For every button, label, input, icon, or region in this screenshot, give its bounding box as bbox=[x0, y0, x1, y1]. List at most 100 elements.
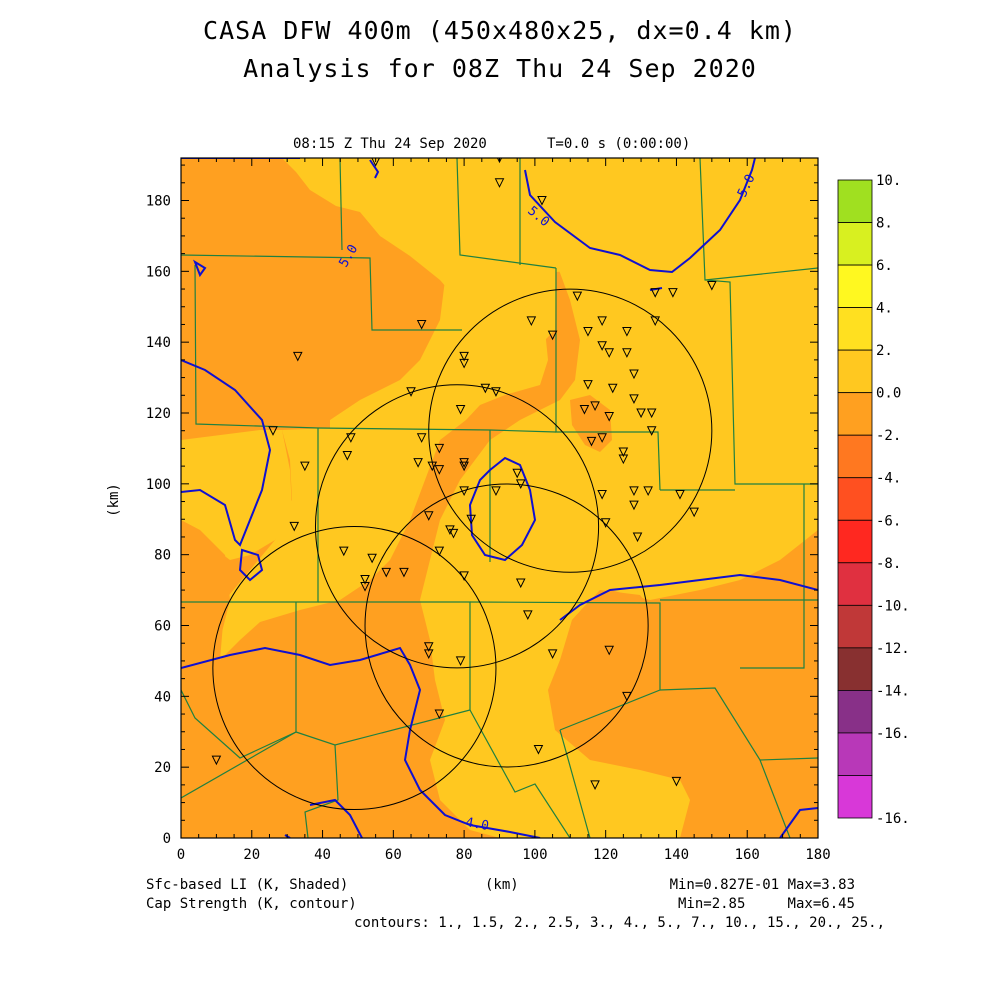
colorbar-swatch bbox=[837, 179, 873, 223]
station-marker bbox=[342, 451, 353, 461]
station-marker bbox=[607, 383, 618, 394]
station-marker bbox=[491, 486, 501, 497]
county-line-7 bbox=[704, 267, 818, 281]
station-marker bbox=[455, 656, 466, 667]
x-tick-label: 180 bbox=[805, 847, 830, 863]
station-marker bbox=[583, 380, 593, 390]
station-marker bbox=[434, 546, 445, 557]
station-marker bbox=[466, 514, 476, 525]
x-tick-label: 60 bbox=[385, 847, 402, 863]
station-marker bbox=[416, 433, 427, 443]
station-marker bbox=[381, 567, 392, 578]
contour-4-south bbox=[181, 646, 541, 838]
county-line-21 bbox=[559, 729, 591, 838]
contour-5-small-loop bbox=[238, 548, 264, 582]
colorbar-swatch bbox=[837, 732, 873, 776]
colorbar-swatch bbox=[837, 775, 873, 819]
x-tick-label: 140 bbox=[664, 847, 689, 863]
y-tick-label: 0 bbox=[163, 831, 171, 847]
shaded-region-central bbox=[220, 158, 548, 660]
station-marker bbox=[600, 518, 611, 528]
shaded-patch-1 bbox=[570, 395, 612, 452]
y-tick-label: 160 bbox=[146, 264, 171, 280]
contour-levels: contours: 1., 1.5, 2., 2.5, 3., 4., 5., … bbox=[354, 915, 886, 931]
colorbar-label: -14. bbox=[876, 683, 910, 699]
colorbar-swatch bbox=[837, 264, 873, 309]
station-marker bbox=[434, 443, 445, 454]
county-line-19 bbox=[740, 484, 805, 669]
elapsed-time-label: T=0.0 s (0:00:00) bbox=[547, 136, 691, 152]
station-marker bbox=[586, 436, 597, 447]
station-marker bbox=[491, 387, 501, 397]
station-marker bbox=[632, 532, 643, 543]
station-marker bbox=[292, 351, 303, 362]
station-marker bbox=[618, 447, 629, 458]
station-marker bbox=[622, 691, 632, 702]
station-marker bbox=[434, 709, 445, 720]
contour-5-north bbox=[369, 159, 380, 179]
station-marker bbox=[629, 500, 639, 511]
station-marker bbox=[689, 507, 699, 518]
contour-5-west bbox=[181, 359, 272, 547]
station-marker bbox=[367, 553, 377, 564]
colorbar-label: 6. bbox=[876, 258, 893, 274]
colorbar-label: -16. bbox=[876, 811, 910, 827]
county-line-17 bbox=[659, 687, 818, 761]
station-marker bbox=[707, 281, 717, 291]
colorbar: 10. 8. 6. 4. 2. 0.0 -2. -4. -6. -8. -10. -12. -14. -1… bbox=[837, 173, 910, 827]
station-marker bbox=[289, 521, 300, 532]
shaded-region-east bbox=[420, 262, 818, 838]
station-marker bbox=[512, 468, 523, 479]
colorbar-swatch bbox=[837, 690, 873, 734]
station-marker bbox=[434, 465, 445, 475]
county-boundaries bbox=[181, 158, 818, 838]
station-marker bbox=[515, 479, 526, 489]
y-tick-label: 100 bbox=[146, 477, 171, 493]
station-marker bbox=[416, 319, 427, 330]
station-marker bbox=[646, 426, 657, 436]
y-tick-label: 140 bbox=[146, 335, 171, 351]
station-marker bbox=[423, 511, 434, 521]
station-marker bbox=[597, 316, 607, 327]
shaded-patch-2 bbox=[565, 590, 665, 690]
station-marker bbox=[459, 486, 469, 497]
contour-4-southwest bbox=[309, 798, 363, 838]
x-tick-label: 40 bbox=[314, 847, 331, 863]
figure-title-line1: CASA DFW 400m (450x480x25, dx=0.4 km) bbox=[203, 16, 797, 45]
colorbar-swatch bbox=[837, 222, 873, 266]
contour-field-label: Cap Strength (K, contour) bbox=[146, 896, 357, 912]
station-marker bbox=[590, 780, 600, 790]
station-marker bbox=[629, 486, 639, 497]
station-marker bbox=[459, 461, 469, 472]
station-marker bbox=[533, 744, 544, 755]
colorbar-swatch bbox=[837, 647, 873, 691]
station-marker bbox=[494, 178, 505, 188]
shaded-field-2-to-4 bbox=[181, 158, 818, 838]
colorbar-label: -12. bbox=[876, 641, 910, 657]
contour-small-1 bbox=[193, 259, 207, 278]
station-marker bbox=[448, 528, 459, 539]
contour-label: 4.0 bbox=[464, 815, 490, 834]
county-line-2 bbox=[339, 158, 343, 251]
shaded-region-west bbox=[181, 430, 292, 560]
x-axis: 0 20 40 60 80 100 120 140 160 180 bbox=[177, 158, 831, 863]
colorbar-label: 4. bbox=[876, 301, 893, 317]
colorbar-label: -16. bbox=[876, 726, 910, 742]
colorbar-label: -8. bbox=[876, 556, 901, 572]
station-marker bbox=[459, 351, 469, 362]
station-marker bbox=[597, 341, 607, 351]
station-marker bbox=[526, 316, 537, 327]
station-marker bbox=[268, 426, 278, 436]
colorbar-label: 2. bbox=[876, 343, 893, 359]
radar-range-ring bbox=[428, 288, 713, 573]
colorbar-label: 8. bbox=[876, 216, 893, 232]
station-marker bbox=[480, 383, 491, 394]
colorbar-swatch bbox=[837, 477, 873, 521]
colorbar-label: 0.0 bbox=[876, 386, 901, 402]
radar-range-rings bbox=[212, 288, 713, 811]
shaded-field-label: Sfc-based LI (K, Shaded) bbox=[146, 877, 349, 893]
colorbar-swatch bbox=[837, 519, 873, 564]
station-marker bbox=[300, 461, 310, 472]
y-axis-label: (km) bbox=[106, 483, 122, 517]
